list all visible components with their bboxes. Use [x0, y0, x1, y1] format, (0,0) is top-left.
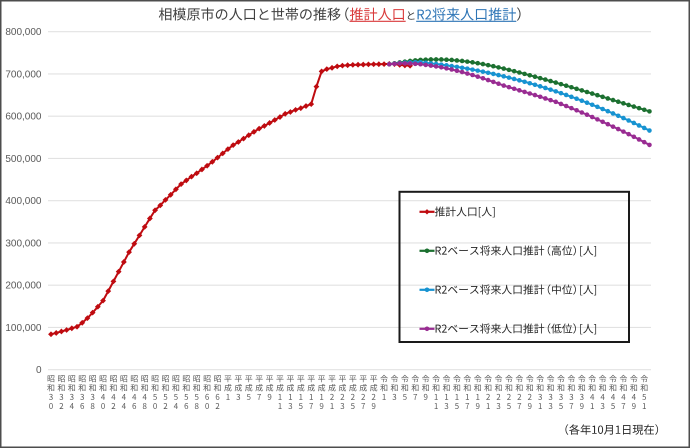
svg-text:0: 0: [36, 365, 42, 376]
svg-text:600,000: 600,000: [5, 112, 42, 123]
svg-text:300,000: 300,000: [5, 238, 42, 249]
svg-text:200,000: 200,000: [5, 281, 42, 292]
svg-text:700,000: 700,000: [5, 69, 42, 80]
svg-text:400,000: 400,000: [5, 196, 42, 207]
svg-text:500,000: 500,000: [5, 154, 42, 165]
svg-text:800,000: 800,000: [5, 27, 42, 38]
svg-text:100,000: 100,000: [5, 323, 42, 334]
